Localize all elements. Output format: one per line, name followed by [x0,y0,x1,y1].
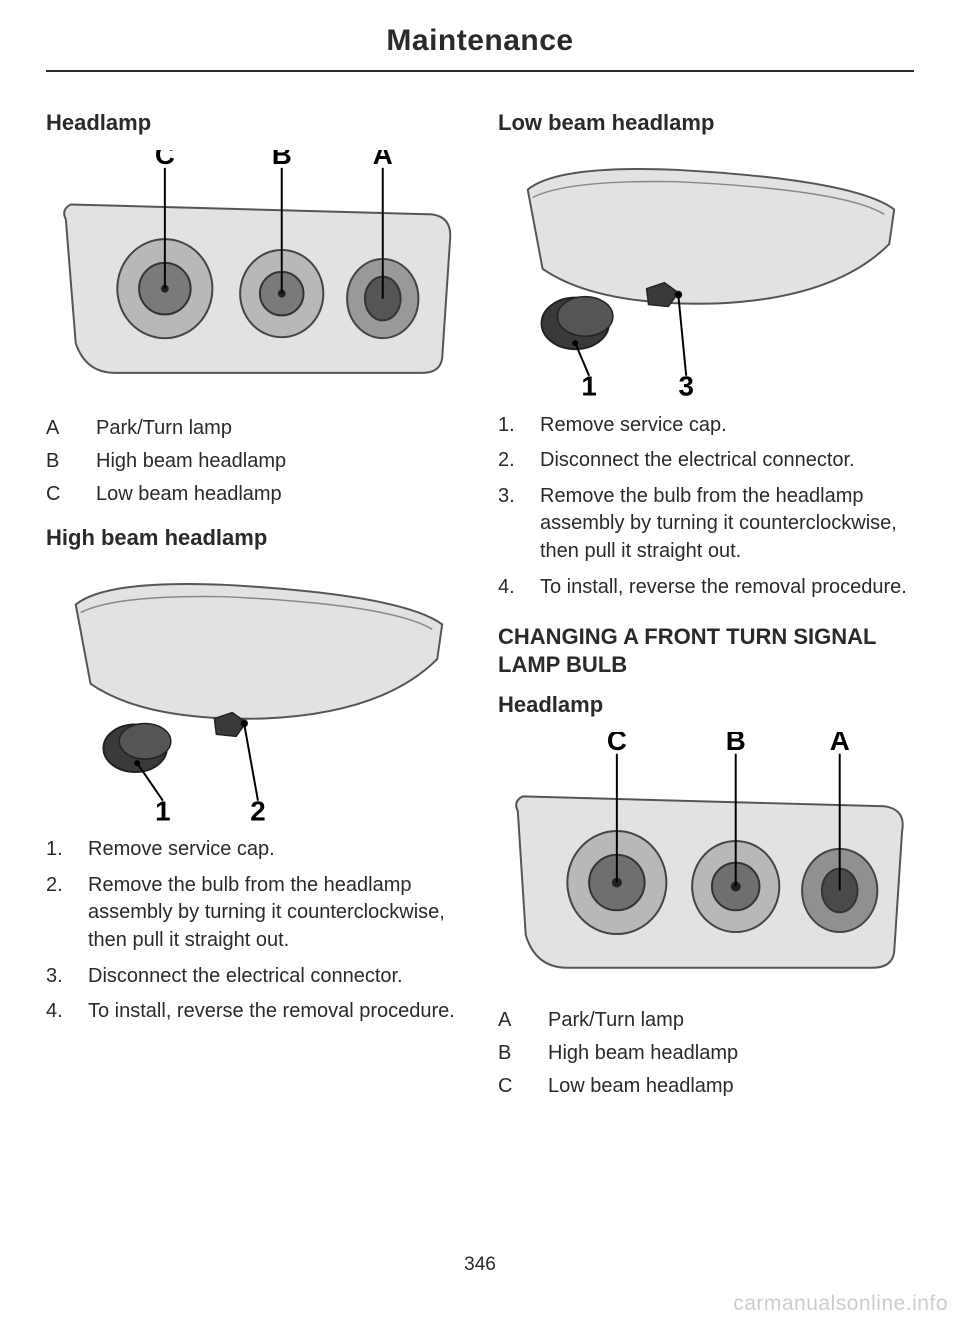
key-text: High beam headlamp [96,445,286,478]
left-column: Headlamp C B A A Park/Turn lamp [46,96,462,1115]
key-letter: C [46,478,70,511]
low-beam-heading: Low beam headlamp [498,110,914,136]
step-text: Remove service cap. [540,412,727,440]
svg-text:2: 2 [250,795,265,822]
key-item-b: B High beam headlamp [498,1037,914,1070]
high-beam-heading: High beam headlamp [46,525,462,551]
key-text: High beam headlamp [548,1037,738,1070]
key-item-a: A Park/Turn lamp [46,412,462,445]
key-letter: A [46,412,70,445]
step-text: Disconnect the electrical connector. [540,447,855,475]
changing-heading: CHANGING A FRONT TURN SIGNAL LAMP BULB [498,623,914,678]
key-text: Low beam headlamp [548,1070,734,1103]
key-letter: A [498,1004,522,1037]
svg-text:A: A [373,150,393,170]
changing-key-list: A Park/Turn lamp B High beam headlamp C … [498,1004,914,1103]
key-letter: B [46,445,70,478]
headlamp-heading: Headlamp [46,110,462,136]
step-item: Remove the bulb from the headlamp assemb… [498,483,914,566]
step-item: To install, reverse the removal procedur… [498,574,914,602]
step-item: Disconnect the electrical connector. [46,963,462,991]
right-column: Low beam headlamp 1 3 Remove service cap… [498,96,914,1115]
key-item-c: C Low beam headlamp [498,1070,914,1103]
high-beam-steps: Remove service cap. Remove the bulb from… [46,836,462,1026]
key-text: Low beam headlamp [96,478,282,511]
key-letter: B [498,1037,522,1070]
watermark: carmanualsonline.info [733,1292,948,1316]
step-text: Remove service cap. [88,836,275,864]
step-text: To install, reverse the removal procedur… [540,574,907,602]
svg-text:C: C [607,732,627,756]
changing-sub-heading: Headlamp [498,692,914,718]
changing-headlamp-diagram: C B A [498,732,914,990]
step-text: To install, reverse the removal procedur… [88,998,455,1026]
step-item: Remove service cap. [46,836,462,864]
headlamp-diagram: C B A [46,150,462,398]
key-item-a: A Park/Turn lamp [498,1004,914,1037]
headlamp-key-list: A Park/Turn lamp B High beam headlamp C … [46,412,462,511]
svg-text:1: 1 [155,795,170,822]
key-item-b: B High beam headlamp [46,445,462,478]
svg-text:C: C [155,150,175,170]
key-text: Park/Turn lamp [96,412,232,445]
svg-text:3: 3 [678,371,693,398]
step-text: Remove the bulb from the headlamp assemb… [88,872,462,955]
low-beam-diagram: 1 3 [498,150,914,398]
svg-text:A: A [830,732,850,756]
key-letter: C [498,1070,522,1103]
step-item: Disconnect the electrical connector. [498,447,914,475]
step-text: Remove the bulb from the headlamp assemb… [540,483,914,566]
svg-text:1: 1 [581,371,596,398]
svg-text:B: B [272,150,292,170]
svg-text:B: B [726,732,746,756]
step-item: To install, reverse the removal procedur… [46,998,462,1026]
key-item-c: C Low beam headlamp [46,478,462,511]
page-title: Maintenance [46,0,914,72]
step-text: Disconnect the electrical connector. [88,963,403,991]
step-item: Remove service cap. [498,412,914,440]
key-text: Park/Turn lamp [548,1004,684,1037]
high-beam-diagram: 1 2 [46,565,462,823]
page-number: 346 [0,1254,960,1276]
step-item: Remove the bulb from the headlamp assemb… [46,872,462,955]
content-columns: Headlamp C B A A Park/Turn lamp [0,72,960,1115]
low-beam-steps: Remove service cap. Disconnect the elect… [498,412,914,602]
